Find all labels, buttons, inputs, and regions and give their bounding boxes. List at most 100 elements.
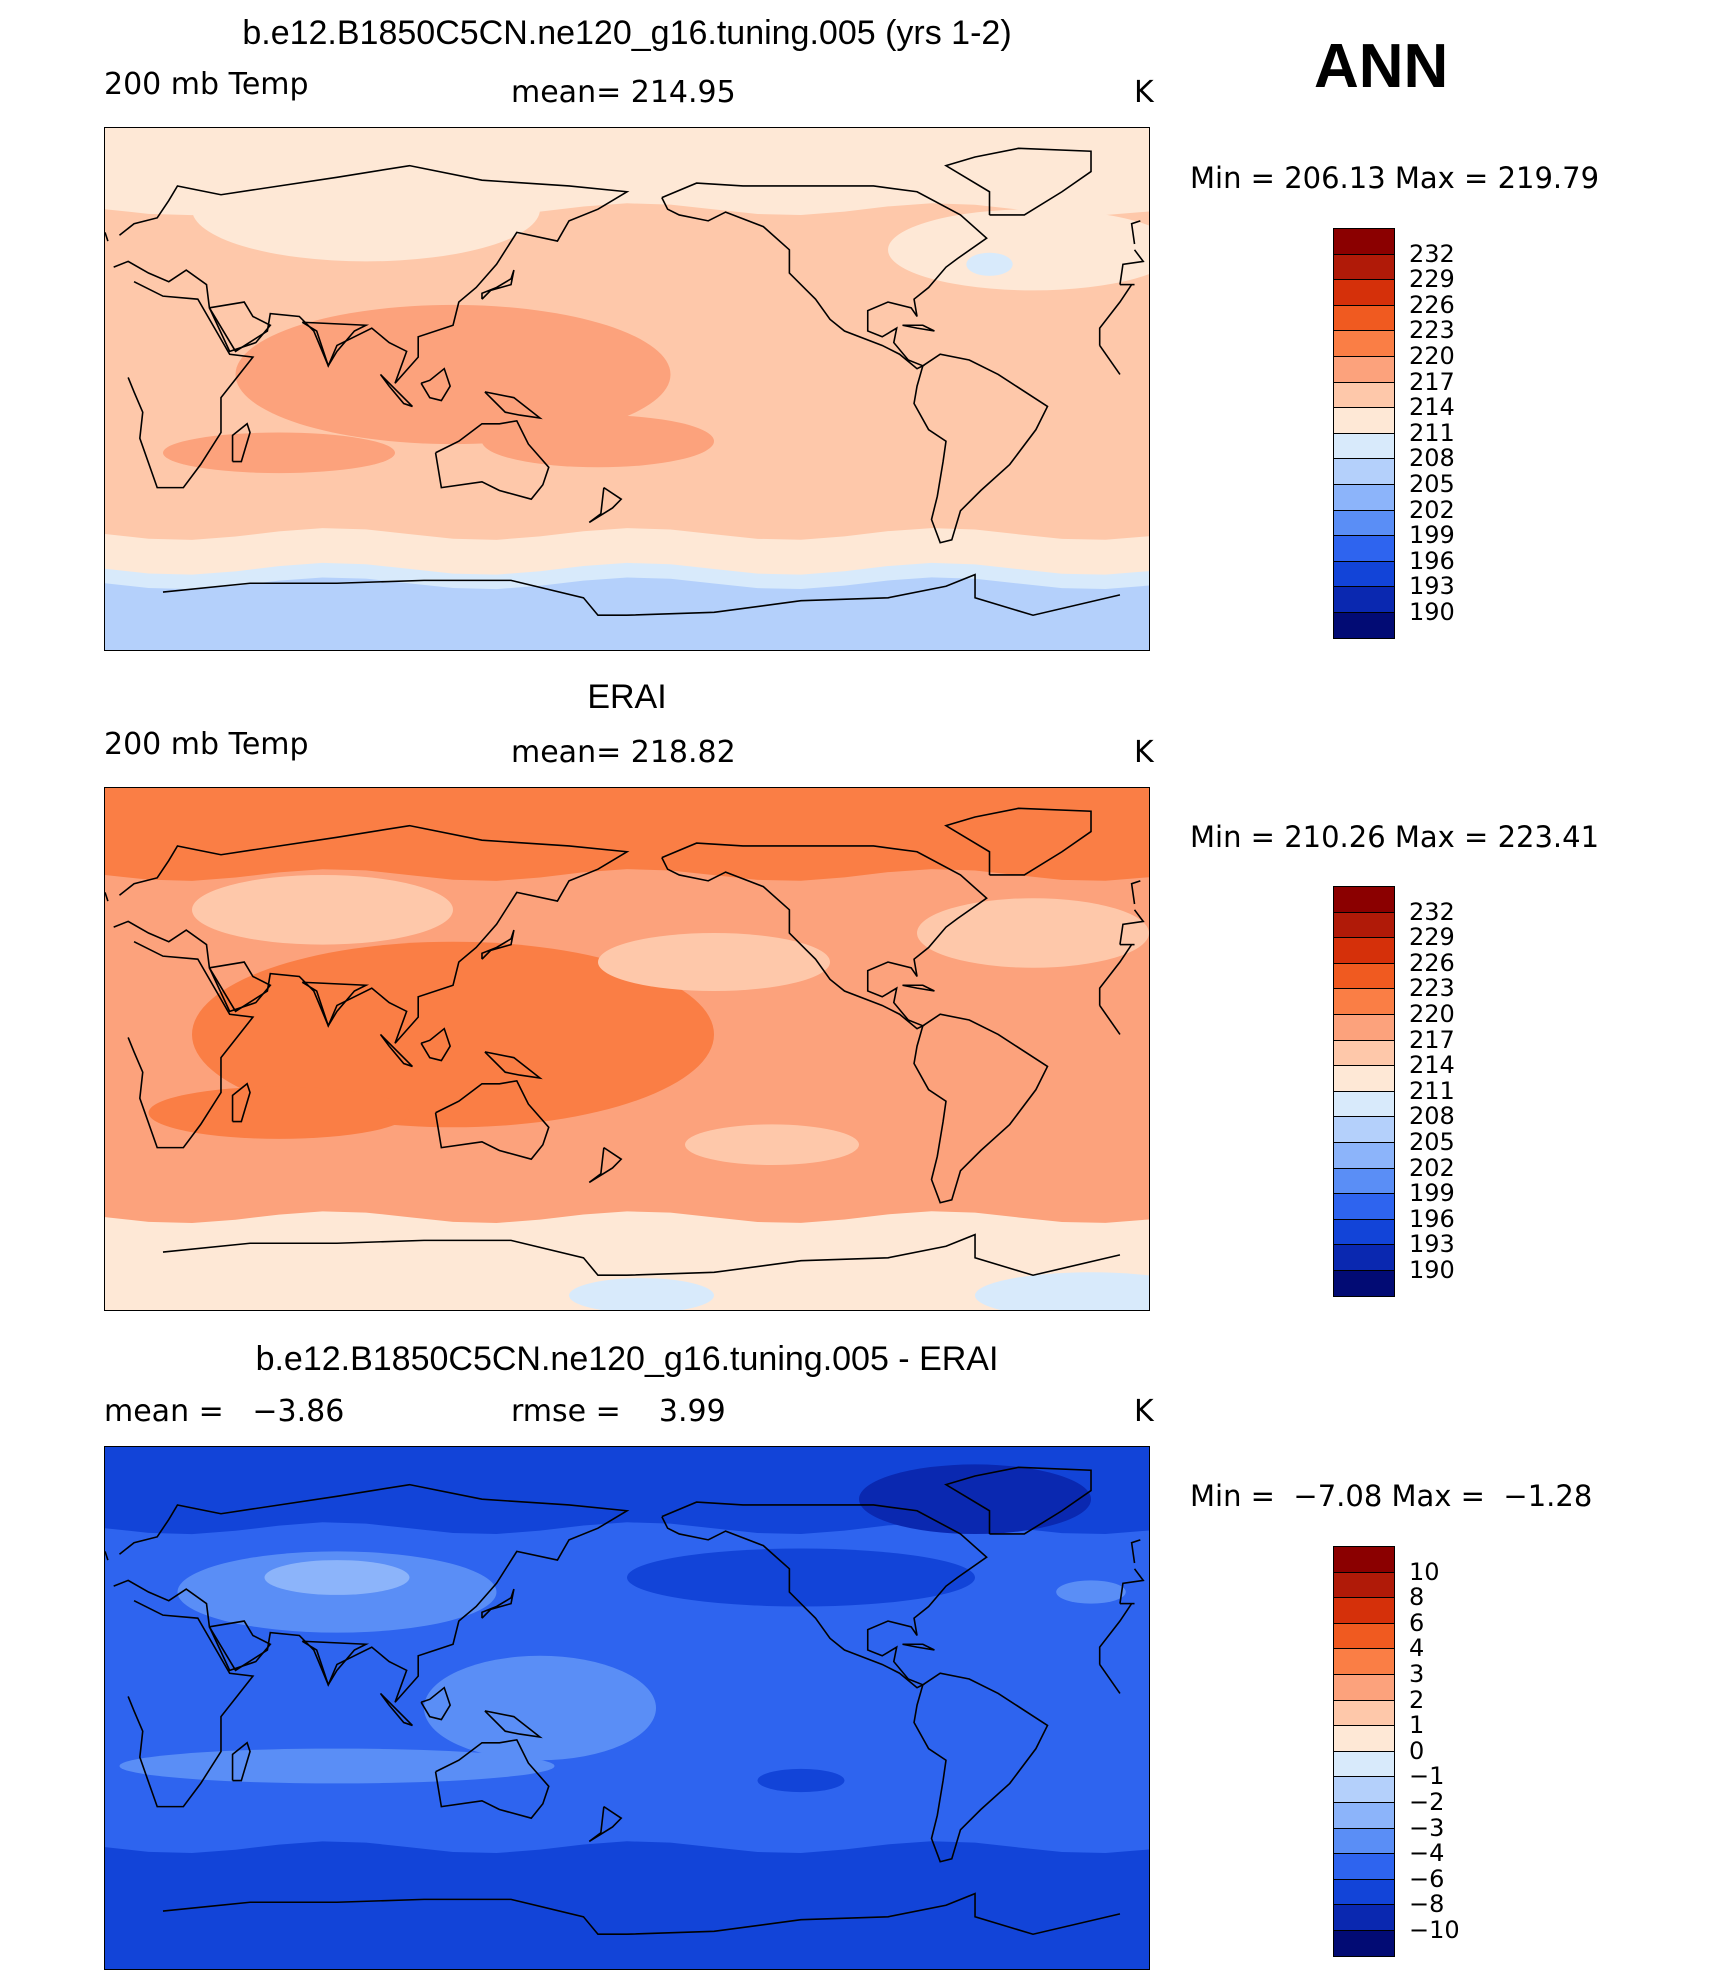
coastline — [661, 182, 988, 370]
coastline — [626, 1233, 1121, 1277]
panel-1-mean-label: mean= 214.95 — [511, 75, 736, 110]
contour-region-6 — [424, 1655, 656, 1761]
colorbar-swatch — [1333, 356, 1395, 383]
coastline — [379, 373, 413, 408]
coastline — [588, 1805, 623, 1843]
coastline — [913, 353, 1049, 544]
colorbar-label: 208 — [1409, 1102, 1455, 1131]
colorbar-swatch — [1333, 1802, 1395, 1829]
colorbar-label: −3 — [1409, 1813, 1445, 1842]
colorbar-swatch — [1333, 1776, 1395, 1803]
colorbar-label: 190 — [1409, 598, 1455, 626]
coastline — [661, 1501, 988, 1689]
panel-1-variable-label: 200 mb Temp — [104, 67, 309, 102]
colorbar-swatch — [1333, 1750, 1395, 1778]
coastline — [1130, 220, 1141, 245]
coastline — [1119, 909, 1145, 945]
coastline — [481, 1588, 515, 1619]
colorbar-label: 211 — [1409, 1076, 1455, 1105]
colorbar-swatch — [1333, 586, 1395, 613]
colorbar-swatch — [1333, 1218, 1395, 1246]
coastline — [1130, 1539, 1141, 1564]
contour-region-5 — [888, 209, 1149, 291]
colorbar-label: 229 — [1409, 923, 1455, 952]
colorbar-swatch — [1333, 381, 1395, 409]
coastline — [208, 301, 272, 353]
contour-region-6 — [685, 1124, 859, 1165]
coastline — [162, 1898, 627, 1936]
colorbar-swatch — [1333, 1014, 1395, 1041]
contour-region-1 — [192, 941, 714, 1128]
colorbar-swatch — [1333, 509, 1395, 537]
colorbar-label: 202 — [1409, 495, 1455, 524]
coastline — [105, 892, 109, 902]
coastline — [1099, 1005, 1121, 1035]
colorbar-label: −4 — [1409, 1839, 1445, 1868]
colorbar-swatch — [1333, 304, 1395, 332]
colorbar-label: 220 — [1409, 1000, 1455, 1028]
coastline — [944, 807, 1092, 876]
colorbar-swatch — [1333, 1878, 1395, 1906]
coastline — [162, 579, 627, 617]
colorbar-label: 6 — [1409, 1608, 1425, 1637]
colorbar-label: 208 — [1409, 444, 1455, 473]
contour-region-6 — [966, 252, 1013, 276]
colorbar-swatch — [1333, 1904, 1395, 1931]
panel-1-colorbar: 232 229 226 223 220 217 214 211 208 205 202 199 196 1… — [1333, 228, 1455, 639]
colorbar-label: 196 — [1409, 1204, 1455, 1233]
colorbar-swatch — [1333, 1699, 1395, 1727]
coastline — [127, 280, 255, 489]
colorbar-swatch — [1333, 1167, 1395, 1195]
colorbar-swatch — [1333, 330, 1395, 357]
colorbar-label: 199 — [1409, 521, 1455, 550]
coastline — [484, 391, 543, 420]
colorbar-label: −6 — [1409, 1864, 1445, 1893]
colorbar-swatch — [1333, 1648, 1395, 1675]
colorbar-swatch — [1333, 432, 1395, 460]
panel-1-map — [104, 127, 1150, 651]
coastline — [434, 1079, 550, 1161]
contour-region-4 — [192, 157, 540, 262]
colorbar-label: 193 — [1409, 1230, 1455, 1259]
contour-region-8 — [163, 432, 395, 474]
contour-region-9 — [569, 1278, 714, 1310]
coastline — [481, 269, 515, 300]
coastline — [944, 1466, 1092, 1535]
colorbar-swatch — [1333, 1674, 1395, 1701]
contour-region-0 — [105, 788, 1149, 881]
colorbar-label: 223 — [1409, 316, 1455, 345]
colorbar-swatch — [1333, 1116, 1395, 1143]
colorbar-label: 202 — [1409, 1153, 1455, 1182]
panel-1-title: b.e12.B1850C5CN.ne120_g16.tuning.005 (yr… — [242, 14, 1012, 52]
contour-region-5 — [917, 898, 1149, 968]
contour-region-9 — [757, 1768, 845, 1793]
coastline — [913, 1672, 1049, 1863]
contour-region-7 — [119, 1748, 555, 1784]
coastline — [162, 1239, 627, 1277]
coastline — [1130, 880, 1141, 905]
colorbar-label: 226 — [1409, 948, 1455, 977]
colorbar-label: −8 — [1409, 1890, 1445, 1919]
coastline — [626, 1892, 1121, 1936]
coastline — [420, 1027, 452, 1062]
contour-region-8 — [975, 1272, 1149, 1310]
colorbar-label: 8 — [1409, 1583, 1425, 1612]
coastline — [1098, 944, 1133, 1006]
colorbar-swatch — [1333, 1853, 1395, 1880]
coastline — [113, 824, 630, 1044]
coastline — [420, 367, 452, 402]
colorbar-swatch — [1333, 279, 1395, 306]
colorbar-swatch — [1333, 228, 1395, 255]
colorbar-label: 229 — [1409, 265, 1455, 294]
contour-region-5 — [264, 1560, 410, 1595]
coastline — [379, 1692, 413, 1727]
colorbar-label: 3 — [1409, 1660, 1425, 1688]
colorbar-swatch — [1333, 1142, 1395, 1169]
colorbar-swatch — [1333, 911, 1395, 939]
colorbar-swatch — [1333, 1725, 1395, 1752]
panel-3-rmse-label: rmse = 3.99 — [511, 1394, 726, 1429]
contour-region-4 — [598, 933, 830, 991]
coastline — [661, 842, 988, 1030]
panel-3-map — [104, 1446, 1150, 1970]
coastline — [231, 1741, 251, 1782]
